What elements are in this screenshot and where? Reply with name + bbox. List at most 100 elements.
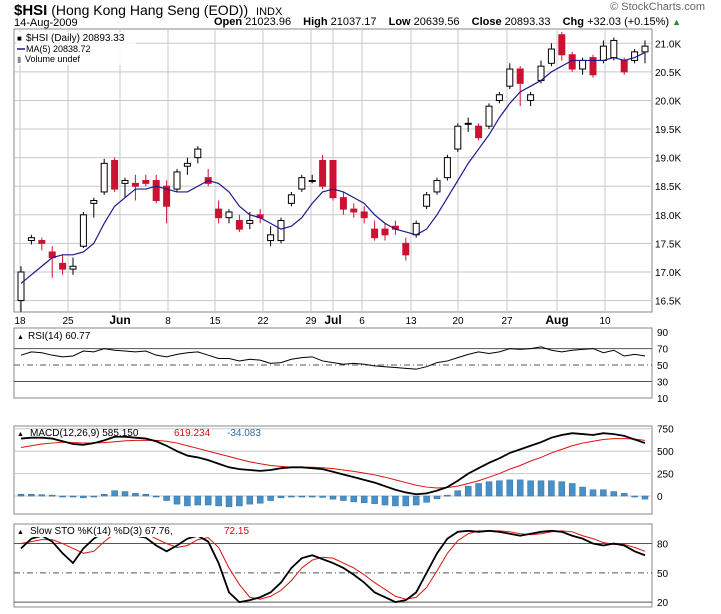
- x-tick-label: Jul: [324, 313, 341, 327]
- macd-line: [20, 432, 646, 496]
- macd-histogram-bar: [454, 490, 462, 497]
- candle-down: [111, 159, 119, 190]
- x-tick-label: 6: [359, 316, 365, 327]
- candle-up: [173, 171, 181, 190]
- macd-histogram-bar: [246, 495, 254, 505]
- candle-up: [443, 157, 451, 179]
- rsi-legend-label: RSI(14) 60.77: [28, 331, 91, 342]
- candle-down: [131, 182, 139, 187]
- candle-up: [610, 39, 618, 59]
- macd-histogram-bar: [142, 493, 150, 497]
- x-tick-label: 15: [209, 316, 221, 327]
- stockcharts-logo: © StockCharts.com: [610, 1, 705, 13]
- candle-down: [319, 159, 327, 187]
- x-tick-label: 29: [305, 316, 317, 327]
- x-tick-label: 27: [501, 316, 513, 327]
- candle-down: [329, 159, 337, 199]
- macd-histogram-bar: [340, 495, 347, 501]
- candle-up: [527, 94, 535, 101]
- candle-up: [298, 177, 306, 190]
- rsi-y-tick-label: 70: [657, 345, 669, 356]
- macd-histogram-bar: [132, 493, 139, 497]
- rsi-y-tick-label: 50: [657, 361, 669, 372]
- macd-histogram-bar: [111, 490, 118, 497]
- candle-up: [27, 237, 35, 242]
- macd-histogram-bar: [516, 479, 524, 497]
- candle-up: [464, 122, 472, 125]
- price-y-tick-label: 19.0K: [655, 154, 681, 165]
- macd-histogram-bar: [579, 486, 586, 497]
- hsi-legend-label: $HSI (Daily) 20893.33: [26, 33, 125, 44]
- macd-histogram-bar: [152, 495, 160, 498]
- volume-legend-swatch: ▮: [17, 55, 21, 64]
- x-tick-label: 8: [165, 316, 171, 327]
- macd-histogram-bar: [256, 495, 264, 504]
- candle-down: [516, 68, 524, 84]
- macd-histogram-bar: [360, 495, 368, 504]
- rsi-y-tick-label: 10: [657, 394, 669, 405]
- macd-histogram-bar: [620, 493, 628, 497]
- macd-histogram-bar: [121, 491, 129, 497]
- volume-legend-label: Volume undef: [25, 54, 81, 64]
- candle-down: [339, 197, 347, 210]
- macd-histogram-bar: [59, 495, 66, 498]
- candle-up: [277, 220, 285, 242]
- stochastic-y-tick-label: 20: [657, 598, 669, 609]
- candle-down: [371, 228, 379, 239]
- candle-up: [579, 59, 587, 70]
- candle-down: [235, 220, 243, 230]
- macd-histogram-bar: [392, 495, 399, 507]
- macd-histogram-bar: [48, 494, 56, 497]
- x-tick-label: 25: [62, 316, 74, 327]
- macd-histogram-bar: [381, 495, 389, 506]
- macd-histogram-bar: [100, 493, 108, 497]
- candle-up: [225, 211, 233, 219]
- candle-down: [402, 242, 410, 256]
- candle-up: [17, 271, 25, 302]
- macd-y-tick-label: 0: [657, 492, 663, 503]
- candle-up: [423, 194, 431, 207]
- exchange-label: INDX: [256, 6, 283, 18]
- candle-down: [360, 211, 368, 219]
- price-y-tick-label: 20.0K: [655, 96, 681, 107]
- macd-histogram-bar: [537, 480, 545, 497]
- chg-value: +32.03 (+0.15%): [587, 16, 670, 28]
- macd-histogram-bar: [412, 495, 420, 506]
- sto-legend-marker: ▲: [17, 529, 24, 536]
- candle-down: [381, 228, 389, 236]
- macd-histogram-bar: [350, 495, 358, 503]
- stochastic-panel: [13, 523, 653, 608]
- x-tick-label: 22: [257, 316, 269, 327]
- macd-histogram-bar: [631, 495, 638, 498]
- macd-histogram-bar: [194, 495, 202, 506]
- macd-histogram-bar: [444, 494, 451, 497]
- macd-histogram-bar: [288, 495, 295, 498]
- candle-up: [121, 180, 129, 184]
- macd-histogram-bar: [163, 495, 170, 501]
- candle-up: [308, 180, 316, 183]
- macd-histogram-bar: [329, 495, 337, 500]
- macd-y-tick-label: 500: [657, 447, 674, 458]
- x-tick-label: Aug: [545, 313, 568, 327]
- macd-histogram-bar: [28, 493, 35, 497]
- macd-histogram-bar: [308, 495, 316, 498]
- macd-histogram-bar: [641, 495, 649, 500]
- macd-histogram-bar: [80, 495, 87, 499]
- rsi-y-tick-label: 90: [657, 328, 669, 339]
- candle-down: [59, 262, 67, 270]
- hsi-legend-swatch: ■: [17, 34, 22, 43]
- macd-histogram-bar: [464, 485, 472, 497]
- close-label: Close: [471, 16, 502, 28]
- rsi-legend-marker: ▲: [17, 334, 24, 341]
- macd-histogram-bar: [610, 491, 618, 497]
- chart-title: $HSI (Hong Kong Hang Seng (EOD)) INDX: [14, 2, 282, 19]
- candle-up: [495, 94, 503, 101]
- macd-histogram-bar: [496, 480, 503, 497]
- macd-histogram-bar: [423, 495, 430, 503]
- x-tick-label: Jun: [109, 313, 130, 327]
- macd-histogram-bar: [173, 495, 181, 505]
- candle-up: [194, 148, 202, 159]
- open-value: 21023.96: [245, 16, 292, 28]
- macd-histogram-bar: [402, 495, 410, 507]
